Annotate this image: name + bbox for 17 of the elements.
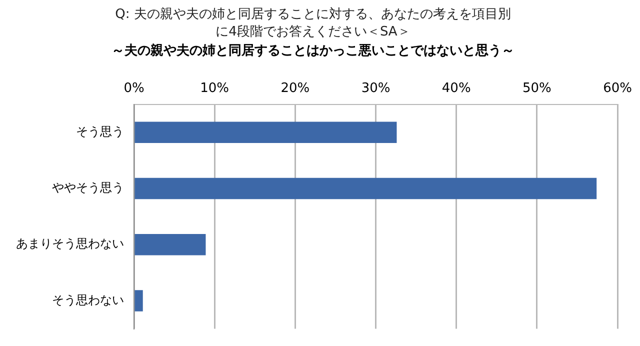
bar bbox=[134, 122, 397, 143]
x-tick-label: 60% bbox=[603, 80, 632, 96]
x-tick-label: 30% bbox=[361, 80, 390, 96]
x-tick-label: 20% bbox=[280, 80, 310, 96]
bar bbox=[134, 178, 597, 200]
bar bbox=[134, 234, 206, 256]
x-tick-label: 0% bbox=[124, 80, 144, 96]
chart-title: Q: 夫の親や夫の姉と同居することに対する、あなたの考えを項目別に4段階でお答えください＜SA＞ bbox=[115, 6, 511, 40]
x-tick-label: 10% bbox=[200, 80, 230, 96]
x-tick-label: 40% bbox=[442, 80, 471, 96]
y-tick-label: そう思わない bbox=[52, 292, 124, 307]
bar bbox=[134, 290, 143, 312]
chart-subtitle: ～夫の親や夫の姉と同居することはかっこ悪いことではないと思う～ bbox=[112, 42, 514, 58]
y-tick-label: あまりそう思わない bbox=[16, 236, 124, 251]
x-tick-label: 50% bbox=[522, 80, 552, 96]
y-tick-label: ややそう思う bbox=[52, 180, 124, 195]
y-tick-label: そう思う bbox=[76, 124, 124, 138]
